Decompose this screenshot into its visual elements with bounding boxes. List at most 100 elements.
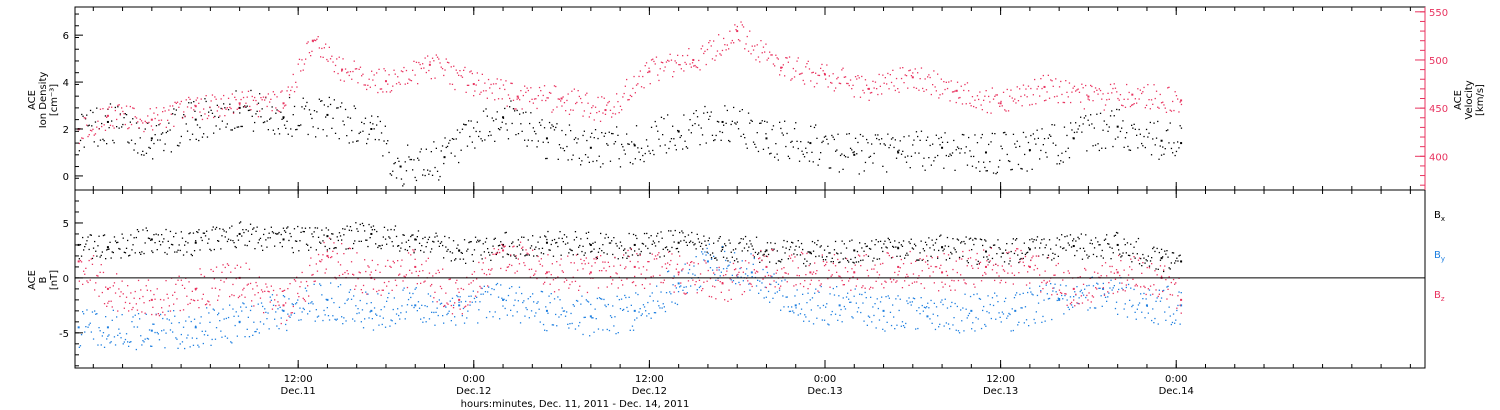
scatter-dot [759,257,761,259]
scatter-dot [217,314,219,316]
scatter-dot [1135,318,1137,320]
scatter-dot [770,242,772,244]
scatter-dot [118,247,120,250]
scatter-dot [760,289,762,291]
scatter-dot [643,306,646,308]
scatter-dot [300,231,302,233]
scatter-dot [510,82,512,84]
scatter-dot [111,306,113,308]
scatter-dot [416,283,418,285]
scatter-dot [694,123,696,125]
scatter-dot [235,246,237,249]
scatter-dot [368,317,370,319]
scatter-dot [1003,300,1006,303]
scatter-dot [242,289,244,291]
data-point [194,287,197,290]
scatter-dot [237,126,240,128]
scatter-dot [288,239,290,242]
scatter-dot [1019,261,1021,263]
scatter-dot [971,328,973,330]
scatter-dot [923,287,926,289]
scatter-dot [137,152,139,154]
scatter-dot [832,261,834,263]
scatter-dot [317,253,320,256]
scatter-dot [1009,160,1011,163]
scatter-dot [997,301,999,303]
scatter-dot [1061,234,1063,236]
scatter-dot [552,279,555,281]
data-point [633,144,636,147]
scatter-dot [623,254,625,256]
scatter-dot [282,227,285,229]
scatter-dot [879,301,882,303]
scatter-dot [1137,304,1140,306]
scatter-dot [688,129,690,131]
scatter-dot [539,236,541,238]
scatter-dot [317,236,320,238]
scatter-dot [129,341,131,343]
scatter-dot [803,262,805,265]
scatter-dot [214,228,217,230]
scatter-dot [924,261,927,263]
data-point [721,120,724,123]
scatter-dot [705,63,707,66]
scatter-dot [771,249,773,251]
scatter-dot [1023,265,1025,267]
scatter-dot [933,302,935,304]
scatter-dot [829,252,831,254]
scatter-dot [1111,265,1113,268]
data-point [384,80,387,83]
scatter-dot [627,249,629,252]
scatter-dot [236,126,238,128]
scatter-dot [362,284,365,287]
scatter-dot [776,291,778,293]
scatter-dot [1090,301,1092,303]
scatter-dot [922,258,924,261]
scatter-dot [750,253,752,255]
scatter-dot [606,253,608,255]
scatter-dot [235,99,237,101]
scatter-dot [1097,143,1099,145]
scatter-dot [250,89,252,92]
scatter-dot [772,125,775,127]
scatter-dot [1138,263,1141,265]
scatter-dot [862,259,864,261]
scatter-dot [393,262,395,264]
scatter-dot [480,287,482,289]
scatter-dot [879,240,882,242]
scatter-dot [1158,158,1160,160]
scatter-dot [713,242,715,244]
scatter-dot [828,167,830,169]
scatter-dot [558,144,561,146]
scatter-dot [382,317,384,319]
scatter-dot [932,143,934,145]
scatter-dot [162,111,164,113]
scatter-dot [156,249,158,251]
scatter-dot [1134,128,1136,130]
scatter-dot [1122,105,1124,107]
scatter-dot [769,51,771,53]
scatter-dot [1108,126,1110,128]
scatter-dot [88,248,90,251]
scatter-dot [938,97,940,99]
scatter-dot [1139,89,1141,91]
scatter-dot [1053,257,1055,260]
scatter-dot [919,139,921,141]
scatter-dot [296,128,298,131]
scatter-dot [91,257,94,260]
scatter-dot [474,147,476,149]
scatter-dot [536,302,538,304]
scatter-dot [236,264,238,266]
scatter-dot [420,148,422,150]
scatter-dot [580,238,582,240]
scatter-dot [185,240,187,243]
scatter-dot [397,308,399,310]
scatter-dot [1089,242,1091,244]
scatter-dot [657,300,659,302]
scatter-dot [885,281,887,283]
scatter-dot [596,256,598,258]
scatter-dot [257,292,259,294]
scatter-dot [883,82,885,84]
scatter-dot [650,235,652,237]
scatter-dot [505,123,507,125]
